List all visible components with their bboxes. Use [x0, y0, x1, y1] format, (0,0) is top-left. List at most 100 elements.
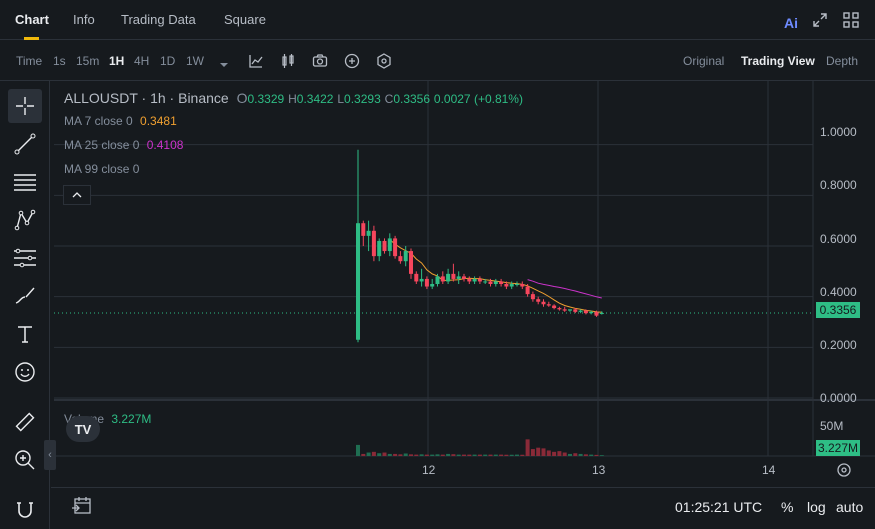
volume-bar	[599, 455, 604, 456]
volume-bar	[419, 454, 424, 456]
add-circle-icon[interactable]	[344, 53, 360, 74]
text-tool-icon[interactable]	[8, 317, 42, 351]
interval-1h[interactable]: 1H	[109, 54, 125, 68]
view-original[interactable]: Original	[683, 54, 725, 68]
price-tick: 1.0000	[820, 125, 857, 139]
candle-body	[356, 223, 360, 340]
volume-bar	[583, 454, 588, 456]
candle-body	[583, 310, 588, 314]
volume-bar	[520, 454, 525, 456]
emoji-tool-icon[interactable]	[8, 355, 42, 389]
interval-1s[interactable]: 1s	[53, 54, 66, 68]
interval-dropdown-icon[interactable]	[219, 56, 229, 74]
zoom-tool-icon[interactable]	[8, 443, 42, 477]
utc-clock: 01:25:21 UTC	[675, 499, 763, 515]
volume-badge: 3.227M	[816, 440, 860, 456]
time-tick: 13	[592, 463, 606, 477]
trend-line-tool-icon[interactable]	[8, 127, 42, 161]
volume-bar	[462, 454, 466, 456]
volume-bar	[509, 454, 514, 456]
volume-bar	[477, 454, 482, 456]
interval-1d[interactable]: 1D	[160, 54, 176, 68]
chart-toolbar: Time 1s 15m 1H 4H 1D 1W Original Trading…	[0, 40, 875, 81]
volume-bar	[562, 452, 567, 456]
view-trading-view[interactable]: Trading View	[741, 54, 815, 68]
horizontal-lines-tool-icon[interactable]	[8, 165, 42, 199]
candle-body	[419, 278, 424, 282]
tab-chart[interactable]: Chart	[15, 12, 49, 27]
volume-bar	[488, 454, 493, 456]
pattern-tool-icon[interactable]	[8, 203, 42, 237]
ma99-label: MA 99 close 0	[64, 162, 140, 176]
volume-bar	[382, 452, 387, 456]
high-value: 0.3422	[296, 92, 334, 106]
active-tab-indicator	[24, 37, 39, 40]
percent-toggle[interactable]: %	[781, 499, 794, 515]
date-range-icon[interactable]	[71, 496, 93, 521]
volume-bar	[430, 454, 435, 456]
time-tick: 14	[762, 463, 776, 477]
volume-bar	[440, 454, 445, 456]
fib-tool-icon[interactable]	[8, 241, 42, 275]
ma25-legend: MA 25 close 0 0.4108	[64, 138, 183, 152]
ma25-label: MA 25 close 0	[64, 138, 140, 152]
layout-grid-icon[interactable]	[842, 11, 860, 34]
close-label: C	[384, 92, 394, 106]
volume-bar	[414, 454, 419, 456]
auto-toggle[interactable]: auto	[836, 499, 864, 515]
price-tick: 0.2000	[820, 338, 857, 352]
settings-hex-icon[interactable]	[376, 53, 392, 74]
chart-grid	[54, 81, 875, 457]
view-depth[interactable]: Depth	[826, 54, 859, 68]
price-chart[interactable]	[51, 81, 875, 487]
candle-type-icon[interactable]	[280, 53, 296, 74]
candle-body	[536, 299, 541, 302]
candle-body	[504, 284, 509, 287]
candle-body	[409, 251, 413, 274]
toolbar-collapse-icon[interactable]: ‹	[44, 440, 56, 470]
ai-button[interactable]: Ai	[784, 14, 798, 31]
candle-body	[589, 311, 594, 314]
camera-icon[interactable]	[312, 53, 328, 74]
volume-bar	[589, 454, 594, 456]
log-toggle[interactable]: log	[807, 499, 826, 515]
interval-15m[interactable]: 15m	[76, 54, 100, 68]
interval-time[interactable]: Time	[16, 54, 43, 68]
expand-icon[interactable]	[812, 12, 828, 33]
interval-1w[interactable]: 1W	[186, 54, 204, 68]
candle-body	[509, 284, 514, 287]
candle-body	[371, 230, 376, 257]
ma7-value: 0.3481	[140, 114, 177, 128]
volume-bar	[371, 451, 376, 456]
volume-bar	[424, 454, 429, 456]
candle-body	[451, 273, 456, 279]
price-tick: 0.8000	[820, 178, 857, 192]
price-tick: 0.4000	[820, 285, 857, 299]
volume-bar	[499, 454, 504, 456]
ma7-legend: MA 7 close 0 0.3481	[64, 114, 177, 128]
candle-body	[403, 251, 408, 262]
brush-tool-icon[interactable]	[8, 279, 42, 313]
axis-settings-icon[interactable]	[836, 462, 852, 483]
crosshair-tool-icon[interactable]	[8, 89, 42, 123]
candle-body	[546, 304, 551, 306]
tab-info[interactable]: Info	[73, 12, 95, 27]
magnet-tool-icon[interactable]	[8, 493, 42, 527]
volume-bar	[573, 453, 578, 456]
candle-body	[424, 278, 429, 287]
volume-bars	[356, 439, 604, 456]
tab-square[interactable]: Square	[224, 12, 266, 27]
indicators-icon[interactable]	[248, 53, 264, 74]
legend-collapse-button[interactable]	[63, 185, 91, 205]
volume-bar	[456, 454, 461, 456]
tab-trading-data[interactable]: Trading Data	[121, 12, 196, 27]
candle-body	[541, 301, 546, 305]
volume-value: 3.227M	[111, 412, 152, 426]
volume-bar	[541, 448, 546, 456]
volume-bar	[552, 451, 557, 456]
volume-bar	[536, 447, 541, 456]
interval-4h[interactable]: 4H	[134, 54, 150, 68]
candle-body	[366, 230, 371, 236]
volume-bar	[483, 454, 488, 456]
ruler-tool-icon[interactable]	[8, 405, 42, 439]
